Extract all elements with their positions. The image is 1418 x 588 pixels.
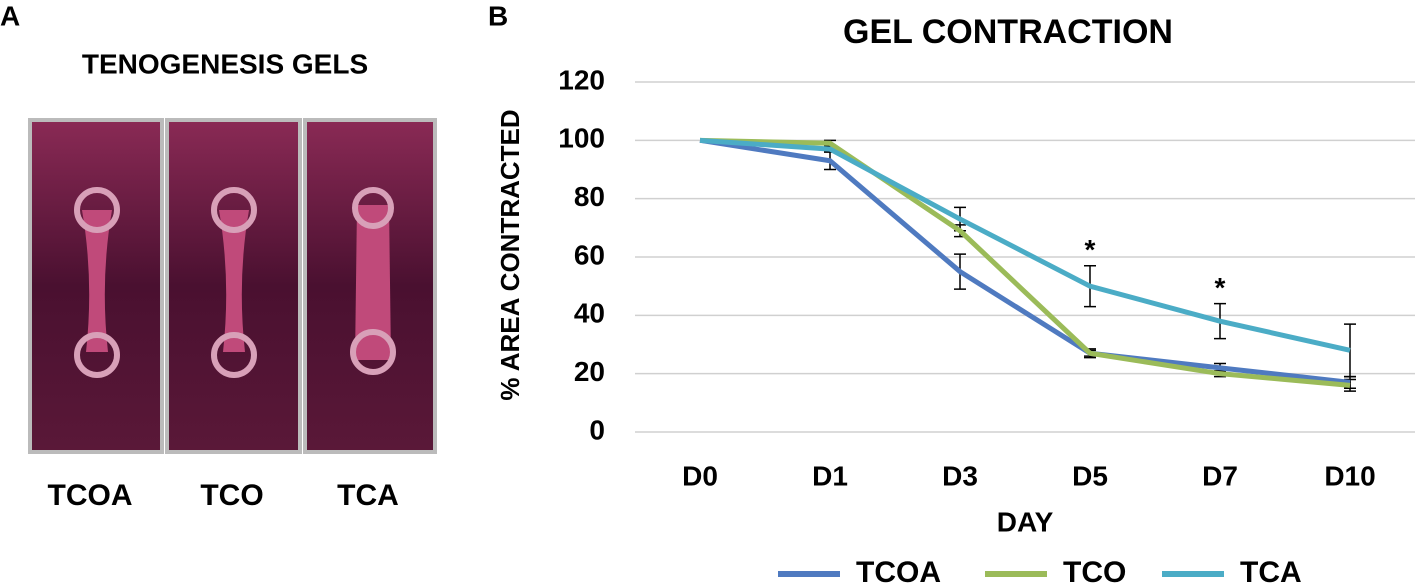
gel-label: TCA (337, 479, 399, 512)
legend-label: TCA (1240, 556, 1302, 588)
series-line (699, 137, 1351, 385)
x-tick-label: D10 (1324, 460, 1375, 491)
annotation: * (1085, 234, 1096, 265)
y-tick-label: 60 (574, 239, 605, 270)
y-tick-label: 120 (558, 64, 605, 95)
y-tick-label: 20 (574, 356, 605, 387)
legend-label: TCO (1063, 556, 1126, 588)
chart-title: GEL CONTRACTION (843, 13, 1173, 51)
y-tick-label: 0 (589, 414, 605, 445)
series-line (699, 137, 1351, 388)
x-tick-label: D7 (1202, 460, 1238, 491)
x-tick-label: D0 (682, 460, 718, 491)
y-tick-label: 100 (558, 123, 605, 154)
x-axis-label: DAY (997, 506, 1054, 537)
annotation: * (1215, 272, 1226, 303)
gel-label: TCO (200, 479, 263, 512)
legend-label: TCOA (856, 556, 941, 588)
panel-title: TENOGENESIS GELS (82, 48, 368, 79)
x-tick-label: D3 (942, 460, 978, 491)
panel-letter: A (0, 0, 20, 31)
panel-letter: B (488, 0, 508, 31)
y-axis-label: % AREA CONTRACTED (495, 109, 525, 400)
series-line (699, 137, 1351, 353)
y-tick-label: 40 (574, 298, 605, 329)
gel-label: TCOA (48, 479, 133, 512)
x-tick-label: D1 (812, 460, 848, 491)
gel-photos (28, 118, 437, 454)
x-tick-label: D5 (1072, 460, 1108, 491)
y-tick-label: 80 (574, 181, 605, 212)
